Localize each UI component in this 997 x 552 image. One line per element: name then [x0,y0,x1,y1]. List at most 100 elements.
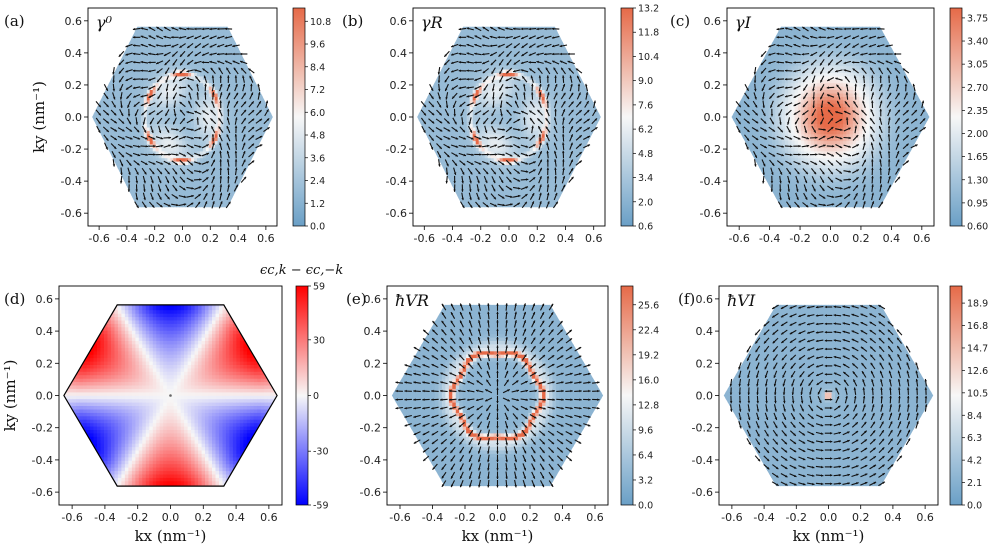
vector-arrowhead [431,104,434,108]
vector-arrowhead [776,78,779,81]
vector-arrowhead [764,340,767,344]
vector-arrowhead [738,375,741,378]
vector-arrowhead [422,415,425,418]
vector-arrowhead [183,187,186,191]
vector-arrowhead [487,144,490,148]
vector-arrowhead [815,322,819,326]
vector-arrowhead [856,144,859,147]
vector-arrowhead [404,372,407,376]
colorbar-gradient [292,7,306,227]
vector-arrowhead [477,180,480,184]
vector-arrowhead [194,45,198,48]
vector-arrowhead [753,80,757,83]
vector-arrowhead [830,171,833,175]
vector-arrowhead [194,27,197,31]
vector-arrowhead [848,153,851,157]
vector-arrowhead [113,96,116,100]
vector-arrowhead [805,197,808,200]
vector-arrowhead [569,347,573,350]
vector-arrowhead [474,44,477,47]
vector-arrowhead [790,349,793,352]
colorbar-tick-label: 3.4 [638,173,653,184]
vector-arrowhead [516,389,520,392]
vector-arrowhead [166,188,169,192]
vector-arrowhead [820,424,824,427]
vector-arrowhead [159,204,163,208]
vector-arrowhead [753,72,757,75]
vector-arrowhead [810,53,813,56]
vector-arrowhead [914,118,918,122]
vector-arrowhead [132,61,136,64]
vector-arrowhead [234,142,238,145]
vector-arrowhead [482,26,486,30]
vector-arrowhead [404,398,407,401]
vector-arrowhead [823,144,826,147]
vector-arrowhead [579,407,582,410]
vector-arrowhead [524,442,527,445]
vector-arrowhead [862,134,866,137]
vector-arrowhead [844,53,847,57]
vector-arrowhead [838,482,842,485]
vector-arrowhead [422,372,425,376]
vector-arrowhead [468,354,471,357]
vector-arrowhead [806,162,809,165]
vector-arrowhead [838,465,842,468]
vector-arrowhead [863,413,866,416]
vector-arrowhead [835,69,838,73]
vector-arrowhead [179,45,182,48]
vector-arrowhead [440,433,444,436]
vector-arrowhead [886,67,890,71]
vector-arrowhead [775,425,778,429]
vector-arrowhead [441,346,444,350]
vector-arrowhead [775,475,779,478]
vector-arrowhead [578,355,582,358]
vector-arrowhead [486,425,490,429]
vector-arrowhead [551,36,555,39]
vector-arrowhead [570,142,573,146]
vector-arrowhead [569,458,572,461]
y-tick-label: -0.4 [32,454,53,467]
vector-arrowhead [543,407,546,410]
vector-arrowhead [913,92,916,95]
vector-arrowhead [515,407,519,411]
vector-arrowhead [257,83,260,87]
vector-arrowhead [863,201,866,204]
vector-arrowhead [779,197,782,201]
vector-arrowhead [805,171,808,175]
vector-arrowhead [748,425,751,429]
vector-arrowhead [164,121,168,124]
vector-arrowhead [120,163,124,167]
vector-arrowhead [543,415,546,419]
vector-arrowhead [505,370,509,374]
vector-arrowhead [507,389,510,392]
vector-arrowhead [217,60,220,63]
vector-arrowhead [505,86,508,89]
vector-arrowhead [422,441,426,444]
vector-arrowhead [440,415,443,419]
vector-arrowhead [776,95,780,98]
vector-arrowhead [224,27,227,31]
vector-field [95,26,270,209]
vector-arrowhead [779,172,783,175]
vector-arrowhead [763,163,766,167]
vector-arrowhead [878,329,882,333]
vector-arrowhead [160,137,164,140]
vector-arrowhead [532,135,535,138]
vector-arrowhead [790,366,794,369]
vector-arrowhead [499,121,502,125]
vector-arrowhead [190,119,194,122]
vector-arrowhead [851,330,855,333]
vector-arrowhead [551,346,554,350]
vector-arrowhead [130,137,133,140]
vector-arrowhead [194,61,197,64]
vector-arrowhead [155,44,159,47]
vector-arrowhead [483,121,486,124]
vector-arrowhead [880,84,883,87]
vector-arrowhead [539,201,542,204]
vector-arrowhead [493,188,496,192]
vector-arrowhead [789,137,793,140]
vector-arrowhead [856,473,859,476]
vector-arrowhead [801,416,805,420]
vector-arrowhead [588,398,591,401]
vector-arrowhead [509,136,513,139]
